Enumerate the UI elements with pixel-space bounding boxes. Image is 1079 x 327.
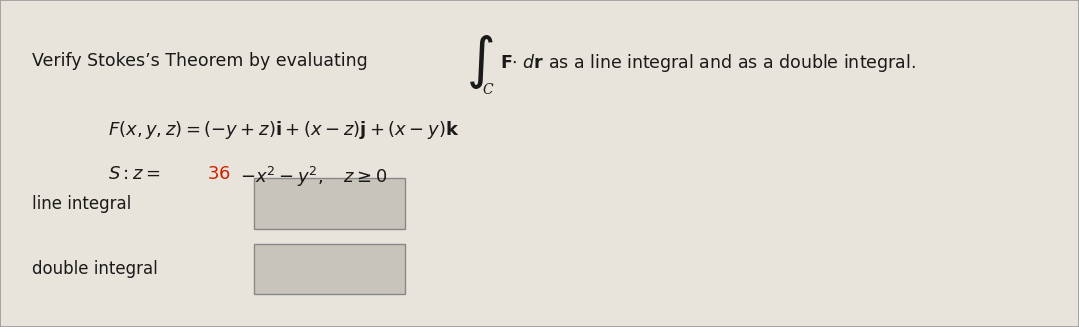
Text: line integral: line integral [32,195,132,213]
Text: $\mathbf{F}$$\cdot$ $d\mathbf{r}$ as a line integral and as a double integral.: $\mathbf{F}$$\cdot$ $d\mathbf{r}$ as a l… [500,52,915,74]
Text: $\int$: $\int$ [466,33,494,91]
Text: $36$: $36$ [207,165,231,183]
FancyBboxPatch shape [254,244,405,294]
Text: $S: z = $: $S: z = $ [108,165,161,183]
Text: double integral: double integral [32,260,159,278]
Text: $- x^2 - y^2, \quad z \geq 0$: $- x^2 - y^2, \quad z \geq 0$ [240,165,387,189]
Text: $F(x, y, z) = (-y + z)\mathbf{i} + (x - z)\mathbf{j} + (x - y)\mathbf{k}$: $F(x, y, z) = (-y + z)\mathbf{i} + (x - … [108,119,460,141]
Text: Verify Stokes’s Theorem by evaluating: Verify Stokes’s Theorem by evaluating [32,52,368,70]
FancyBboxPatch shape [254,178,405,229]
Text: C: C [482,83,493,97]
